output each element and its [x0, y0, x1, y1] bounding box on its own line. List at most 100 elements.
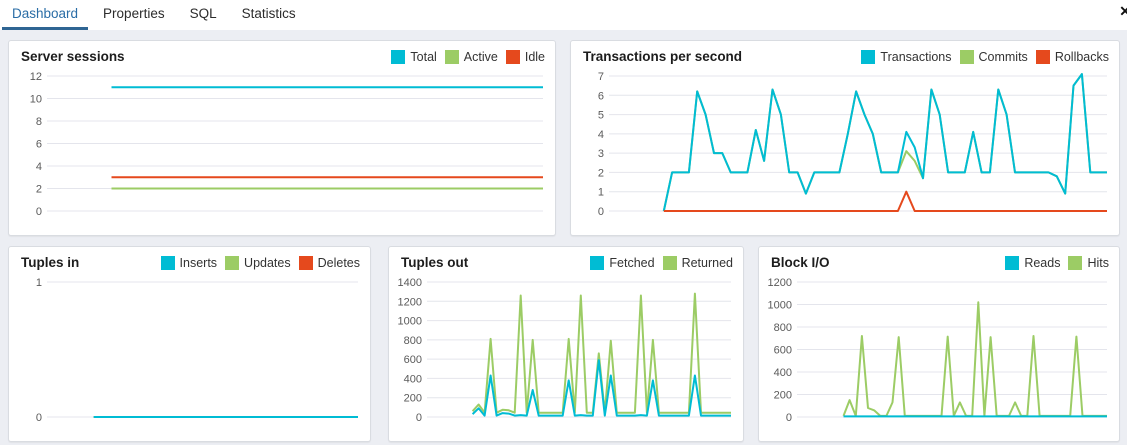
legend-label: Updates — [244, 255, 291, 270]
legend-item: Rollbacks — [1035, 49, 1109, 64]
legend-swatch-icon — [1035, 49, 1050, 64]
svg-text:8: 8 — [36, 116, 42, 128]
panel-title: Server sessions — [21, 49, 125, 64]
panel-header: Tuples out Fetched Returned — [389, 247, 743, 271]
legend-item: Total — [391, 49, 437, 64]
panel-header: Block I/O Reads Hits — [759, 247, 1119, 271]
legend-swatch-icon — [160, 255, 175, 270]
panel-title: Tuples out — [401, 255, 469, 270]
svg-text:1200: 1200 — [768, 277, 792, 289]
legend-label: Deletes — [317, 255, 360, 270]
tab-bar: Dashboard Properties SQL Statistics ✕ — [0, 0, 1127, 30]
panel-header: Tuples in Inserts Updates Deletes — [9, 247, 370, 271]
legend-label: Commits — [978, 49, 1028, 64]
legend-label: Hits — [1087, 255, 1109, 270]
svg-text:5: 5 — [598, 110, 604, 122]
chart-legend: Total Active Idle — [383, 49, 545, 64]
legend-label: Idle — [524, 49, 545, 64]
legend-label: Total — [410, 49, 437, 64]
charts-row-1: Server sessions Total Active Idle 0 2 4 6 8 10 1… — [8, 40, 1120, 236]
legend-swatch-icon — [662, 255, 677, 270]
svg-text:10: 10 — [30, 94, 42, 106]
legend-label: Fetched — [609, 255, 655, 270]
tab-statistics[interactable]: Statistics — [241, 6, 296, 21]
svg-text:2: 2 — [36, 184, 42, 196]
panel-tuples-out: Tuples out Fetched Returned 0 200 400 600 800… — [388, 246, 744, 442]
panel-title: Block I/O — [771, 255, 830, 270]
svg-text:1400: 1400 — [398, 277, 422, 289]
svg-text:6: 6 — [36, 139, 42, 151]
svg-text:200: 200 — [774, 390, 792, 402]
chart-legend: Transactions Commits Rollbacks — [853, 49, 1109, 64]
svg-text:400: 400 — [774, 367, 792, 379]
legend-label: Reads — [1024, 255, 1061, 270]
svg-text:600: 600 — [404, 354, 422, 366]
chart-legend: Reads Hits — [997, 255, 1109, 270]
legend-swatch-icon — [959, 49, 974, 64]
legend-swatch-icon — [444, 49, 459, 64]
panel-header: Transactions per second Transactions Comm… — [571, 41, 1119, 65]
panel-title: Tuples in — [21, 255, 80, 270]
legend-swatch-icon — [1005, 255, 1020, 270]
legend-item: Transactions — [861, 49, 952, 64]
legend-swatch-icon — [391, 49, 406, 64]
chart-canvas-server-sessions: 0 2 4 6 8 10 12 — [30, 71, 543, 218]
legend-item: Fetched — [590, 255, 655, 270]
legend-swatch-icon — [590, 255, 605, 270]
tab-properties[interactable]: Properties — [103, 6, 165, 21]
svg-text:0: 0 — [416, 412, 422, 424]
panel-block-io: Block I/O Reads Hits 0 200 400 600 800 1000 120… — [758, 246, 1120, 442]
svg-text:2: 2 — [598, 167, 604, 179]
tab-sql[interactable]: SQL — [189, 6, 217, 21]
legend-swatch-icon — [225, 255, 240, 270]
svg-text:1000: 1000 — [398, 316, 422, 328]
legend-swatch-icon — [1068, 255, 1083, 270]
legend-label: Inserts — [179, 255, 218, 270]
chart-canvas-tuples-in: 01 — [36, 277, 358, 424]
close-icon[interactable]: ✕ — [1119, 3, 1127, 19]
legend-item: Hits — [1068, 255, 1109, 270]
panel-transactions-per-second: Transactions per second Transactions Comm… — [570, 40, 1120, 236]
chart-legend: Inserts Updates Deletes — [153, 255, 360, 270]
svg-text:0: 0 — [598, 206, 604, 218]
svg-text:4: 4 — [36, 161, 42, 173]
dashboard-content: Server sessions Total Active Idle 0 2 4 6 8 10 1… — [0, 30, 1127, 445]
panel-title: Transactions per second — [583, 49, 743, 64]
tab-dashboard[interactable]: Dashboard — [2, 0, 89, 30]
svg-text:12: 12 — [30, 71, 42, 83]
svg-text:800: 800 — [774, 322, 792, 334]
svg-text:800: 800 — [404, 335, 422, 347]
svg-text:400: 400 — [404, 373, 422, 385]
svg-text:4: 4 — [598, 129, 604, 141]
panel-server-sessions: Server sessions Total Active Idle 0 2 4 6 8 10 1… — [8, 40, 556, 236]
legend-swatch-icon — [298, 255, 313, 270]
legend-item: Reads — [1005, 255, 1061, 270]
chart-canvas-transactions: 0 1 2 3 4 5 6 7 — [598, 71, 1107, 218]
legend-item: Inserts — [160, 255, 218, 270]
legend-label: Rollbacks — [1054, 49, 1109, 64]
legend-item: Commits — [959, 49, 1028, 64]
svg-text:1: 1 — [36, 277, 42, 289]
svg-text:3: 3 — [598, 148, 604, 160]
svg-text:0: 0 — [36, 206, 42, 218]
svg-text:600: 600 — [774, 345, 792, 357]
legend-label: Transactions — [880, 49, 952, 64]
chart-canvas-block-io: 0 200 400 600 800 1000 1200 — [768, 277, 1107, 424]
svg-text:0: 0 — [786, 412, 792, 424]
chart-canvas-tuples-out: 0 200 400 600 800 1000 1200 1400 — [398, 277, 731, 424]
legend-label: Returned — [681, 255, 733, 270]
legend-item: Updates — [225, 255, 291, 270]
svg-text:1: 1 — [598, 187, 604, 199]
legend-item: Returned — [662, 255, 733, 270]
svg-text:0: 0 — [36, 412, 42, 424]
legend-swatch-icon — [861, 49, 876, 64]
svg-text:200: 200 — [404, 393, 422, 405]
legend-label: Active — [463, 49, 498, 64]
svg-text:6: 6 — [598, 90, 604, 102]
svg-text:1200: 1200 — [398, 296, 422, 308]
legend-item: Active — [444, 49, 498, 64]
legend-item: Deletes — [298, 255, 360, 270]
legend-swatch-icon — [505, 49, 520, 64]
chart-legend: Fetched Returned — [582, 255, 733, 270]
